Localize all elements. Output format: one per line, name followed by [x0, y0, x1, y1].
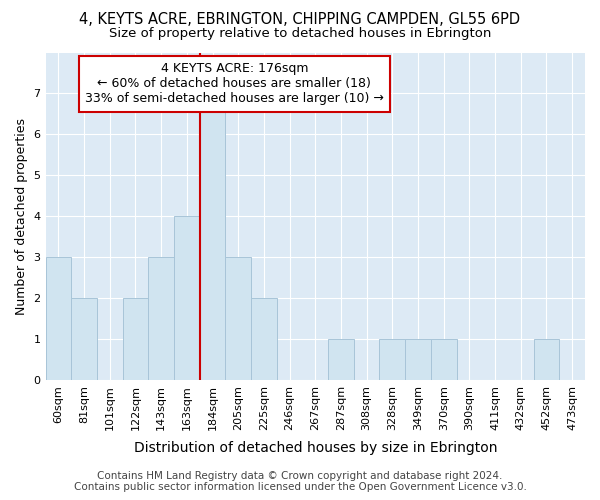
Bar: [405, 339, 431, 380]
Bar: [533, 339, 559, 380]
Bar: [46, 257, 71, 380]
Text: Size of property relative to detached houses in Ebrington: Size of property relative to detached ho…: [109, 28, 491, 40]
Bar: [71, 298, 97, 380]
Text: Contains HM Land Registry data © Crown copyright and database right 2024.
Contai: Contains HM Land Registry data © Crown c…: [74, 471, 526, 492]
Bar: [251, 298, 277, 380]
Bar: [328, 339, 354, 380]
Bar: [148, 257, 174, 380]
X-axis label: Distribution of detached houses by size in Ebrington: Distribution of detached houses by size …: [134, 441, 497, 455]
Bar: [200, 94, 226, 380]
Bar: [174, 216, 200, 380]
Text: 4, KEYTS ACRE, EBRINGTON, CHIPPING CAMPDEN, GL55 6PD: 4, KEYTS ACRE, EBRINGTON, CHIPPING CAMPD…: [79, 12, 521, 28]
Bar: [379, 339, 405, 380]
Bar: [226, 257, 251, 380]
Bar: [431, 339, 457, 380]
Y-axis label: Number of detached properties: Number of detached properties: [15, 118, 28, 314]
Bar: [122, 298, 148, 380]
Text: 4 KEYTS ACRE: 176sqm
← 60% of detached houses are smaller (18)
33% of semi-detac: 4 KEYTS ACRE: 176sqm ← 60% of detached h…: [85, 62, 384, 106]
